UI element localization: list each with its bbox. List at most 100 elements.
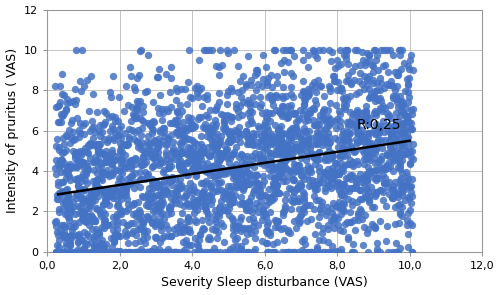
- Point: [276, 140, 284, 145]
- Point: [290, 166, 298, 171]
- Point: [76, 250, 84, 254]
- Point: [315, 117, 323, 122]
- Point: [337, 190, 345, 195]
- Point: [80, 187, 88, 191]
- Point: [111, 115, 119, 119]
- Point: [358, 127, 366, 132]
- Point: [78, 210, 86, 215]
- Point: [358, 117, 366, 121]
- Point: [266, 150, 274, 155]
- Point: [314, 133, 322, 137]
- Point: [184, 145, 192, 150]
- Point: [276, 168, 283, 173]
- Point: [386, 163, 394, 168]
- Point: [116, 206, 124, 211]
- Point: [228, 170, 236, 175]
- Point: [286, 133, 294, 138]
- Point: [156, 181, 164, 186]
- Point: [101, 159, 109, 163]
- Point: [372, 122, 380, 126]
- Point: [116, 210, 124, 215]
- Point: [299, 138, 307, 143]
- Point: [382, 181, 390, 185]
- Point: [132, 106, 140, 111]
- Point: [265, 135, 273, 140]
- Point: [229, 245, 237, 249]
- Point: [354, 110, 362, 114]
- Point: [58, 170, 66, 175]
- Point: [89, 250, 97, 254]
- Point: [231, 170, 239, 175]
- Point: [90, 130, 98, 134]
- Point: [126, 65, 134, 69]
- Point: [402, 119, 410, 123]
- Point: [197, 141, 205, 146]
- Point: [334, 180, 342, 185]
- Point: [86, 156, 94, 161]
- Point: [398, 141, 406, 146]
- Point: [226, 129, 234, 134]
- Point: [86, 203, 94, 207]
- Point: [308, 182, 316, 187]
- Point: [342, 95, 350, 100]
- Point: [248, 110, 256, 115]
- Point: [261, 192, 269, 197]
- Point: [84, 195, 92, 199]
- Point: [148, 180, 156, 184]
- Point: [244, 250, 252, 254]
- Point: [370, 224, 378, 228]
- Point: [92, 243, 100, 248]
- Point: [192, 250, 200, 254]
- Point: [143, 143, 151, 148]
- Point: [314, 197, 322, 202]
- Point: [290, 110, 298, 115]
- Point: [67, 135, 75, 140]
- Point: [76, 194, 84, 199]
- Point: [140, 119, 147, 124]
- Point: [167, 105, 175, 109]
- Point: [315, 250, 323, 254]
- Point: [327, 218, 335, 223]
- Point: [241, 162, 249, 166]
- Point: [172, 250, 180, 254]
- Point: [176, 177, 184, 181]
- Point: [74, 184, 82, 189]
- Point: [272, 186, 280, 191]
- Point: [360, 110, 368, 114]
- Point: [290, 162, 298, 166]
- Point: [106, 194, 114, 199]
- Point: [308, 143, 316, 148]
- Point: [396, 246, 404, 251]
- Point: [270, 137, 278, 142]
- Point: [169, 140, 177, 144]
- Point: [286, 47, 294, 52]
- Point: [400, 143, 408, 148]
- Point: [338, 62, 345, 67]
- Point: [232, 129, 240, 133]
- Point: [90, 217, 98, 222]
- Point: [157, 224, 165, 228]
- Point: [267, 162, 275, 167]
- Point: [208, 227, 216, 232]
- Point: [318, 175, 326, 180]
- Point: [330, 226, 338, 231]
- Point: [314, 140, 322, 144]
- Point: [182, 186, 190, 190]
- Point: [344, 73, 352, 78]
- Point: [78, 238, 86, 242]
- Point: [172, 86, 180, 91]
- Point: [296, 107, 304, 112]
- Point: [362, 148, 370, 153]
- Point: [64, 100, 72, 105]
- Point: [167, 156, 175, 160]
- Point: [273, 95, 281, 99]
- Point: [167, 234, 175, 238]
- Point: [132, 99, 140, 103]
- Point: [182, 238, 190, 242]
- Point: [386, 82, 394, 87]
- Point: [311, 186, 319, 191]
- Point: [288, 199, 296, 204]
- Point: [54, 250, 62, 254]
- Point: [136, 177, 143, 181]
- Point: [224, 51, 232, 55]
